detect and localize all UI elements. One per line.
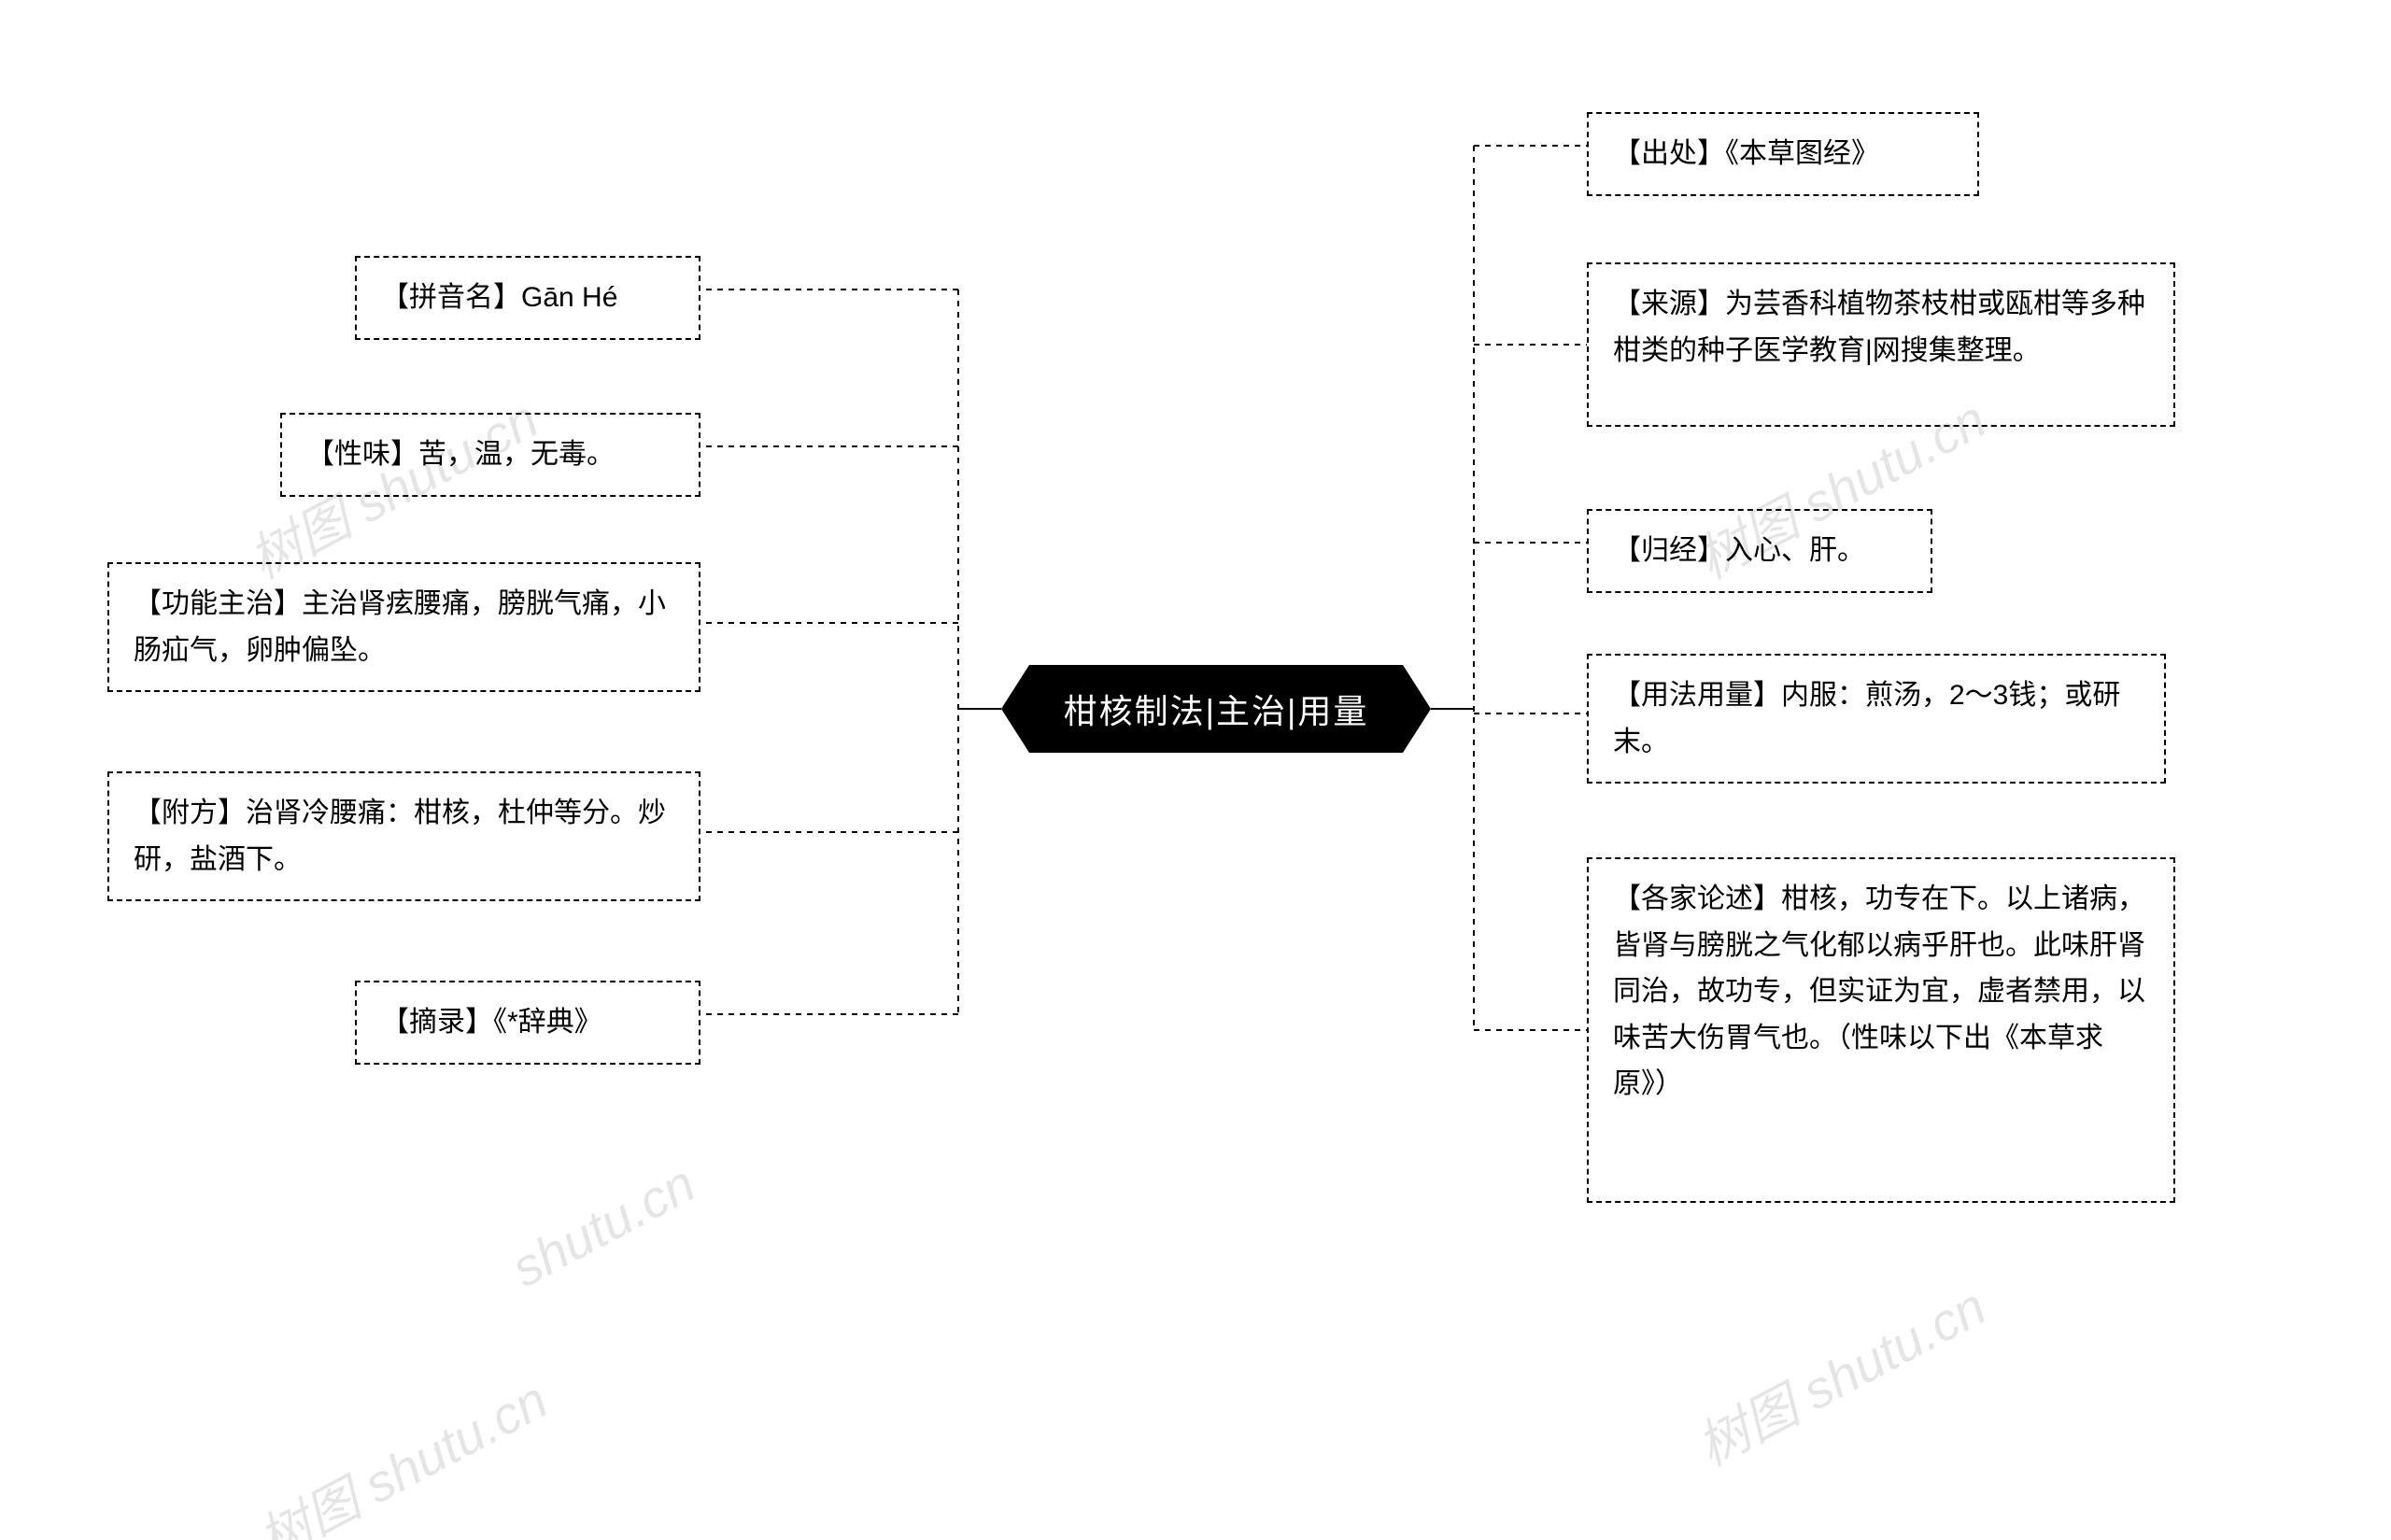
watermark: shutu.cn: [502, 1152, 704, 1299]
node-label: 【拼音名】Gān Hé: [381, 282, 617, 313]
node-label: 【性味】苦，温，无毒。: [306, 439, 615, 470]
node-zhailu[interactable]: 【摘录】《*辞典》: [355, 981, 700, 1065]
center-node[interactable]: 柑核制法|主治|用量: [1001, 665, 1431, 753]
node-yongfa[interactable]: 【用法用量】内服：煎汤，2～3钱；或研末。: [1587, 654, 2166, 784]
node-label: 【各家论述】柑核，功专在下。以上诸病，皆肾与膀胱之气化郁以病乎肝也。此味肝肾同治…: [1613, 883, 2145, 1099]
mindmap-canvas: 柑核制法|主治|用量 【拼音名】Gān Hé 【性味】苦，温，无毒。 【功能主治…: [0, 0, 2391, 1540]
node-label: 【归经】入心、肝。: [1613, 535, 1865, 566]
node-label: 【功能主治】主治肾痃腰痛，膀胱气痛，小肠疝气，卵肿偏坠。: [134, 588, 666, 666]
watermark: 树图 shutu.cn: [244, 1359, 559, 1540]
node-label: 【用法用量】内服：煎汤，2～3钱；或研末。: [1613, 680, 2120, 757]
node-lunshu[interactable]: 【各家论述】柑核，功专在下。以上诸病，皆肾与膀胱之气化郁以病乎肝也。此味肝肾同治…: [1587, 857, 2175, 1203]
node-guijing[interactable]: 【归经】入心、肝。: [1587, 509, 1932, 593]
node-label: 【出处】《本草图经》: [1613, 138, 1879, 169]
watermark: 树图 shutu.cn: [1682, 1265, 1998, 1481]
node-fufang[interactable]: 【附方】治肾冷腰痛：柑核，杜仲等分。炒研，盐酒下。: [107, 771, 700, 901]
center-node-label: 柑核制法|主治|用量: [1064, 685, 1369, 733]
node-xingwei[interactable]: 【性味】苦，温，无毒。: [280, 413, 700, 497]
node-label: 【附方】治肾冷腰痛：柑核，杜仲等分。炒研，盐酒下。: [134, 798, 666, 875]
node-label: 【摘录】《*辞典》: [381, 1007, 602, 1038]
node-pinyin[interactable]: 【拼音名】Gān Hé: [355, 256, 700, 340]
node-gongneng[interactable]: 【功能主治】主治肾痃腰痛，膀胱气痛，小肠疝气，卵肿偏坠。: [107, 562, 700, 692]
node-chuchu[interactable]: 【出处】《本草图经》: [1587, 112, 1979, 196]
node-label: 【来源】为芸香科植物茶枝柑或瓯柑等多种柑类的种子医学教育|网搜集整理。: [1613, 289, 2145, 366]
node-laiyuan[interactable]: 【来源】为芸香科植物茶枝柑或瓯柑等多种柑类的种子医学教育|网搜集整理。: [1587, 262, 2175, 427]
